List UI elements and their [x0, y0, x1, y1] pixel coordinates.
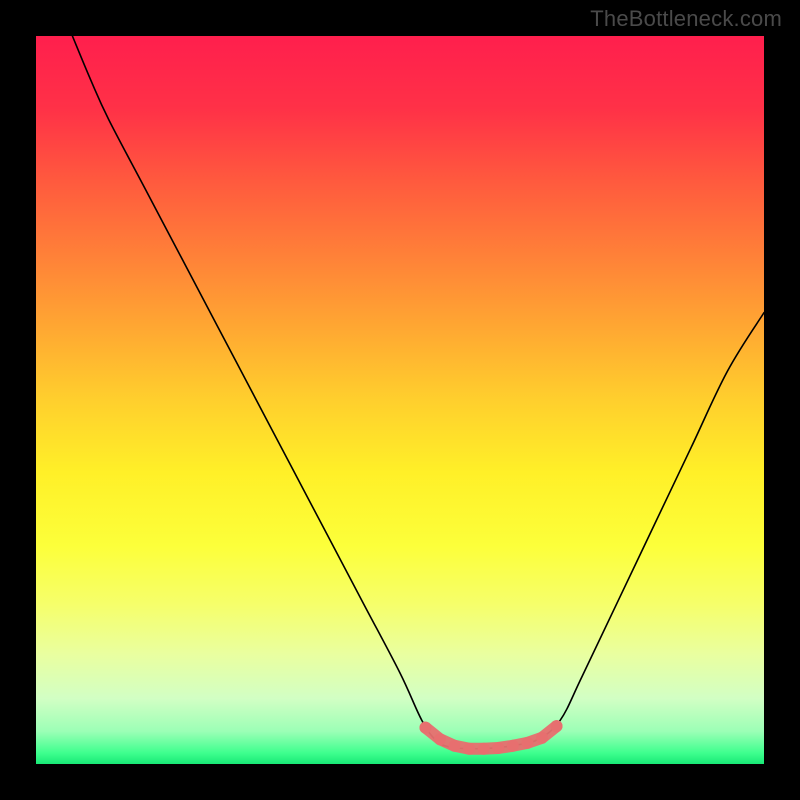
marker-dot — [449, 740, 461, 752]
marker-dot — [492, 742, 504, 754]
marker-dot — [536, 732, 548, 744]
bottleneck-chart — [36, 36, 764, 764]
marker-dot — [419, 722, 431, 734]
marker-dot — [507, 740, 519, 752]
marker-dot — [521, 737, 533, 749]
marker-dot — [463, 743, 475, 755]
chart-background — [36, 36, 764, 764]
marker-dot — [478, 743, 490, 755]
page-title: TheBottleneck.com — [590, 6, 782, 32]
chart-svg — [36, 36, 764, 764]
marker-dot — [551, 720, 563, 732]
marker-dot — [434, 733, 446, 745]
